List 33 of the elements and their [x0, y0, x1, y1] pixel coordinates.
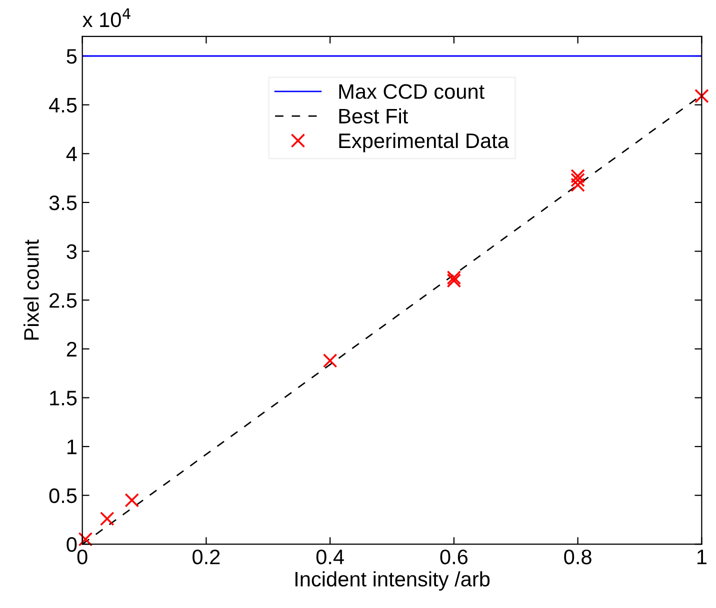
point: [570, 168, 585, 184]
point: [570, 172, 585, 188]
y-tick-label: 3: [66, 244, 77, 260]
x-tick-label: 0: [77, 550, 88, 564]
y-tick-label: 3.5: [49, 195, 77, 210]
y-axis-title: Pixel count: [24, 240, 39, 340]
y-tick-label: 4.5: [49, 98, 77, 113]
x-axis-title: Incident intensity /arb: [296, 571, 490, 591]
y-tick-label: 5: [66, 49, 77, 64]
y-tick-label: 2.5: [50, 293, 77, 308]
legend-label: Best Fit: [339, 108, 408, 124]
x-tick-label: 1: [697, 550, 706, 564]
point: [124, 493, 140, 508]
y-tick-label: 0.5: [49, 488, 77, 504]
y-tick-label: 2: [66, 342, 76, 356]
legend-label: Experimental Data: [339, 132, 509, 152]
legend-label: Max CCD count: [339, 84, 484, 99]
y-tick-label: 1: [67, 440, 76, 454]
point: [446, 270, 462, 285]
text: x 10$^{4}$: [82, 8, 130, 28]
point: [78, 532, 93, 546]
point: [570, 178, 585, 192]
point: [694, 88, 709, 104]
point: [100, 512, 114, 526]
point: [446, 273, 462, 288]
x-tick-label: 0.8: [564, 550, 592, 564]
x-tick-label: 0.4: [316, 550, 344, 564]
y-tick-label: 4: [66, 146, 77, 162]
y-tick-label: 1.5: [50, 390, 77, 406]
point: [322, 353, 338, 368]
x-tick-label: 0.2: [192, 550, 220, 564]
x-tick-label: 0.6: [440, 550, 468, 564]
y-tick-label: 0: [66, 537, 77, 552]
